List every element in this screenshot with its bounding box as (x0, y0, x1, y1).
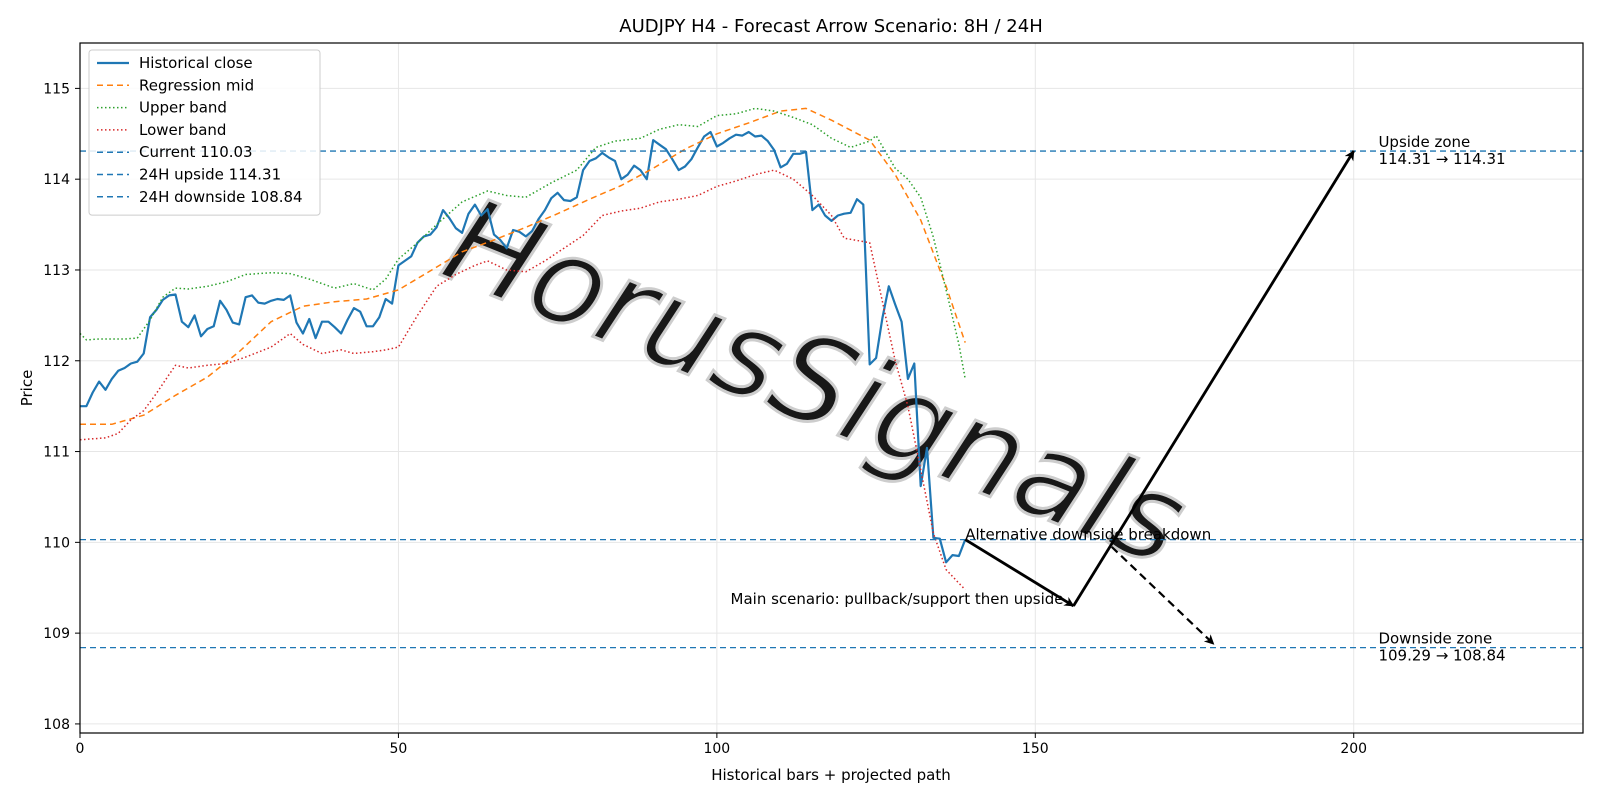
legend-label: Current 110.03 (139, 143, 253, 161)
y-axis-label: Price (18, 370, 36, 407)
chart-title: AUDJPY H4 - Forecast Arrow Scenario: 8H … (619, 16, 1042, 37)
y-axis-ticks: 108 109 110 111 112 113 114 115 (43, 81, 80, 733)
arrow-main-leg-1 (964, 538, 1075, 608)
y-tick-label: 109 (43, 626, 70, 642)
x-tick-label: 50 (390, 741, 408, 757)
legend-label: 24H upside 114.31 (139, 166, 281, 184)
y-tick-label: 110 (43, 535, 70, 551)
y-tick-label: 112 (43, 354, 70, 370)
grid-lines (79, 43, 1583, 733)
legend-box (88, 49, 321, 216)
annotation-layer: Alternative downside breakdown Main scena… (731, 133, 1506, 665)
y-tick-label: 111 (43, 445, 70, 461)
arrow-main-leg-2 (1072, 150, 1355, 607)
legend-label: Upper band (139, 99, 227, 117)
series-line-2 (80, 107, 966, 380)
annotation-alt-label: Alternative downside breakdown (965, 526, 1211, 544)
legend: Historical close Regression mid Upper band… (88, 49, 321, 216)
series-line-3 (80, 169, 966, 591)
annotation-downside-zone-value: 109.29 → 108.84 (1378, 647, 1505, 665)
legend-label: Regression mid (139, 76, 254, 94)
series-layer (80, 107, 1583, 649)
x-tick-label: 100 (703, 741, 730, 757)
y-tick-label: 115 (43, 81, 70, 97)
arrow-layer (964, 150, 1355, 645)
x-axis-ticks: 0 50 100 150 200 (76, 733, 1367, 757)
x-tick-label: 200 (1340, 741, 1367, 757)
x-axis-label: Historical bars + projected path (711, 766, 951, 784)
x-tick-label: 0 (76, 741, 85, 757)
y-tick-label: 108 (43, 717, 70, 733)
legend-label: Lower band (139, 121, 226, 139)
legend-label: Historical close (139, 54, 253, 72)
plot-area (80, 43, 1583, 733)
annotation-downside-zone-label: Downside zone (1378, 630, 1492, 648)
y-tick-label: 113 (43, 263, 70, 279)
x-tick-label: 150 (1022, 741, 1049, 757)
annotation-upside-zone-value: 114.31 → 114.31 (1378, 150, 1505, 168)
plot-frame (79, 42, 1584, 734)
legend-label: 24H downside 108.84 (139, 188, 303, 206)
annotation-main-label: Main scenario: pullback/support then ups… (731, 590, 1064, 608)
y-tick-label: 114 (43, 172, 70, 188)
annotation-upside-zone-label: Upside zone (1378, 133, 1470, 151)
series-line-1 (80, 107, 966, 426)
arrow-alt-leg (1110, 546, 1215, 645)
series-line-0 (80, 130, 967, 564)
